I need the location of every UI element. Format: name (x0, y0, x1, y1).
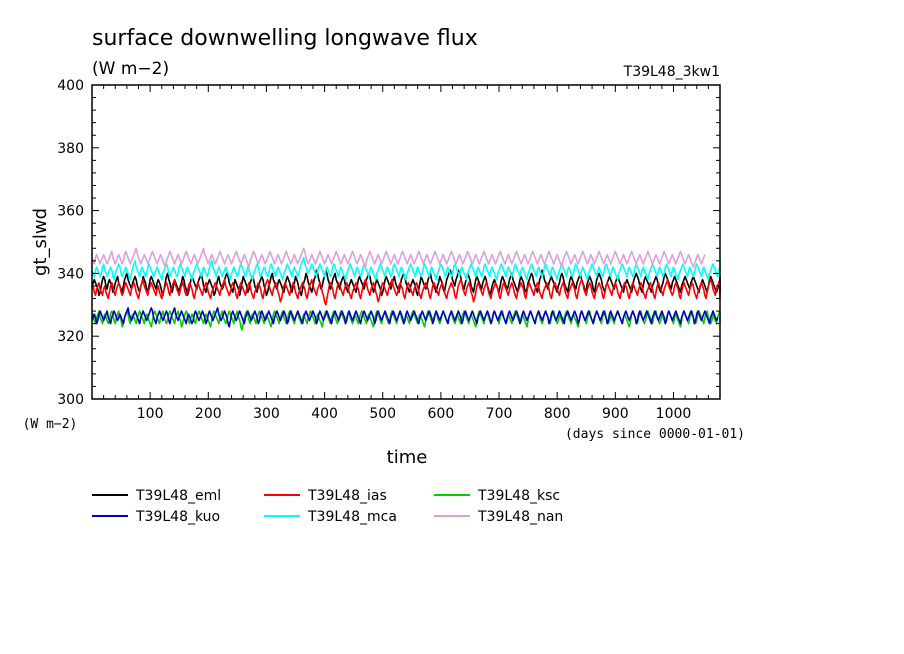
tick-layer (92, 85, 720, 399)
legend: T39L48_eml T39L48_kuo T39L48_ias T39L48_mca… (92, 488, 563, 525)
y-tick-label: 360 (57, 204, 84, 220)
x-tick-label: 600 (428, 406, 455, 422)
x-axis-label: time (387, 447, 428, 468)
y-axis-units: (W m−2) (23, 417, 78, 432)
legend-label-t39l48-kuo: T39L48_kuo (135, 509, 220, 525)
legend-label-t39l48-eml: T39L48_eml (135, 488, 221, 504)
legend-label-t39l48-mca: T39L48_mca (307, 509, 397, 525)
x-tick-label: 500 (369, 406, 396, 422)
chart-title: surface downwelling longwave flux (92, 26, 478, 51)
y-axis-label: gt_slwd (30, 208, 51, 276)
x-tick-label: 300 (253, 406, 280, 422)
ylabel-layer: 300 320 340 360 380 400 (57, 78, 84, 408)
legend-label-t39l48-ksc: T39L48_ksc (477, 488, 560, 504)
series-layer (91, 247, 721, 331)
plot-frame (91, 84, 721, 400)
y-tick-label: 380 (57, 141, 84, 157)
x-tick-label: 100 (137, 406, 164, 422)
x-tick-label: 200 (195, 406, 222, 422)
y-tick-label: 320 (57, 329, 84, 345)
series-line-t39l48-mca (91, 256, 721, 281)
x-tick-label: 1000 (656, 406, 692, 422)
y-tick-label: 300 (57, 392, 84, 408)
x-tick-label: 900 (602, 406, 629, 422)
legend-label-t39l48-ias: T39L48_ias (307, 488, 387, 504)
y-tick-label: 340 (57, 266, 84, 282)
legend-label-t39l48-nan: T39L48_nan (477, 509, 563, 525)
x-tick-label: 400 (311, 406, 338, 422)
experiment-label: T39L48_3kw1 (623, 64, 720, 80)
series-line-t39l48-ias (91, 278, 721, 306)
series-line-t39l48-kuo (91, 307, 719, 328)
y-tick-label: 400 (57, 78, 84, 94)
series-line-t39l48-nan (91, 247, 706, 268)
chart-units: (W m−2) (92, 59, 169, 79)
x-tick-label: 800 (544, 406, 571, 422)
x-tick-label: 700 (486, 406, 513, 422)
xlabel-layer: 100 200 300 400 500 600 700 800 900 1000 (137, 406, 692, 422)
x-axis-units: (days since 0000-01-01) (565, 427, 745, 442)
